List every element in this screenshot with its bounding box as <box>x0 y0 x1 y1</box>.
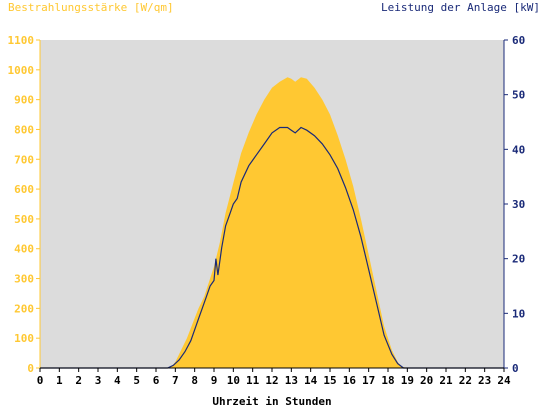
x-tick-label: 11 <box>246 374 260 387</box>
x-tick-label: 18 <box>381 374 394 387</box>
x-tick-label: 0 <box>37 374 44 387</box>
right-tick-label: 40 <box>512 143 525 156</box>
x-tick-label: 13 <box>285 374 298 387</box>
x-tick-label: 5 <box>133 374 140 387</box>
right-tick-label: 0 <box>512 362 519 375</box>
x-tick-label: 23 <box>478 374 491 387</box>
left-tick-label: 1100 <box>8 34 35 47</box>
x-tick-label: 15 <box>323 374 336 387</box>
x-tick-label: 10 <box>227 374 240 387</box>
left-tick-label: 600 <box>14 183 34 196</box>
x-tick-label: 16 <box>343 374 357 387</box>
right-tick-label: 60 <box>512 34 525 47</box>
x-tick-label: 4 <box>114 374 121 387</box>
x-tick-label: 21 <box>439 374 453 387</box>
x-tick-label: 1 <box>56 374 63 387</box>
x-tick-label: 14 <box>304 374 318 387</box>
x-tick-label: 2 <box>75 374 82 387</box>
x-tick-label: 19 <box>401 374 414 387</box>
left-axis-title: Bestrahlungsstärke [W/qm] <box>8 1 174 14</box>
left-tick-label: 800 <box>14 123 34 136</box>
x-tick-label: 3 <box>95 374 102 387</box>
x-tick-label: 8 <box>191 374 198 387</box>
x-tick-label: 7 <box>172 374 179 387</box>
power-line <box>40 126 504 369</box>
right-tick-label: 50 <box>512 89 525 102</box>
left-tick-label: 300 <box>14 273 34 286</box>
left-tick-label: 1000 <box>8 64 35 77</box>
left-tick-label: 200 <box>14 302 34 315</box>
x-tick-label: 24 <box>497 374 511 387</box>
x-tick-label: 12 <box>265 374 278 387</box>
right-tick-label: 10 <box>512 307 525 320</box>
x-tick-label: 6 <box>153 374 160 387</box>
left-tick-label: 700 <box>14 153 34 166</box>
right-axis-title: Leistung der Anlage [kW] <box>381 1 540 14</box>
right-tick-label: 30 <box>512 198 525 211</box>
left-tick-label: 400 <box>14 243 34 256</box>
x-tick-label: 20 <box>420 374 433 387</box>
x-tick-label: 22 <box>459 374 472 387</box>
left-tick-label: 100 <box>14 332 34 345</box>
left-tick-label: 900 <box>14 94 34 107</box>
irradiance-area <box>40 77 504 369</box>
x-axis-label: Uhrzeit in Stunden <box>212 395 332 408</box>
left-tick-label: 500 <box>14 213 34 226</box>
right-tick-label: 20 <box>512 253 525 266</box>
x-tick-label: 17 <box>362 374 375 387</box>
x-tick-label: 9 <box>211 374 218 387</box>
left-tick-label: 0 <box>27 362 34 375</box>
